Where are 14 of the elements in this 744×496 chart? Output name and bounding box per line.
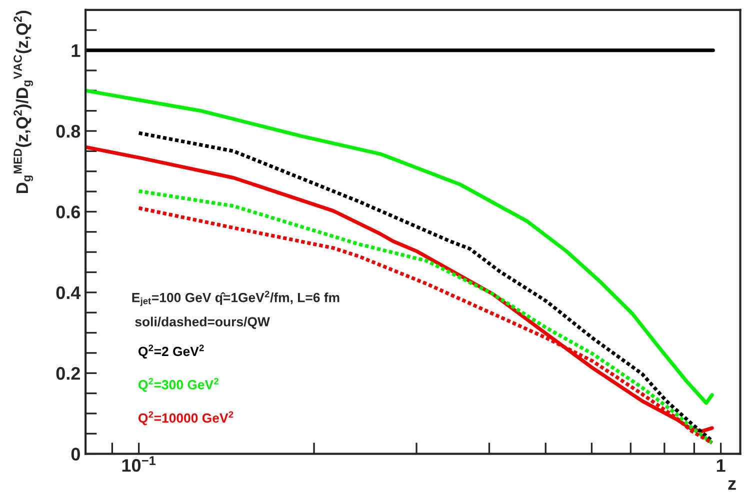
x-tick-label: 10$^{−1}$: [122, 456, 156, 472]
x-axis-title: z: [728, 480, 736, 490]
y-tick-label: 0.8: [56, 124, 80, 138]
text: D$_{g}$$^{MED}$(z,Q$^{2}$)/D$_{g}$$^{VAC}$(z,Q$^{2}$): [14, 10, 34, 193]
annotation: E$_{jet}$=100 GeV q̂=1GeV$^{2}$/fm, L=6 fm: [132, 290, 340, 306]
text: Q$^{2}$=300 GeV$^{2}$: [138, 378, 218, 392]
text: Q$^{2}$=2 GeV$^{2}$: [138, 344, 204, 359]
annotation: soli/dashed=ours/QW: [135, 316, 270, 329]
y-tick-label: 0.6: [56, 206, 80, 218]
y-tick-label: 0.4: [56, 286, 81, 300]
text: Q$^{2}$=10000 GeV$^{2}$: [138, 411, 234, 426]
y-tick-label: 1: [72, 44, 80, 57]
y-tick-label: 0.2: [56, 367, 80, 380]
y-tick-label: 0: [71, 448, 80, 461]
